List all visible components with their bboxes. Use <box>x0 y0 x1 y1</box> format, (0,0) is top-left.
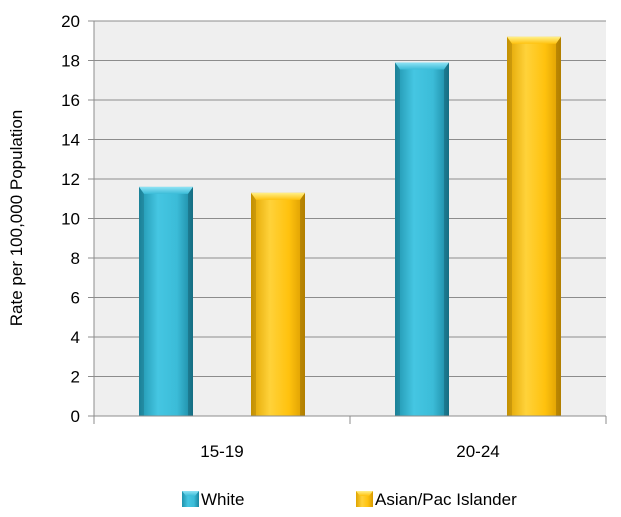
y-tick-label: 18 <box>61 52 80 71</box>
bar-body <box>139 186 193 416</box>
y-tick-label: 4 <box>71 328 80 347</box>
bar-asian-pac-islander-15-19 <box>251 192 305 416</box>
bar-body <box>395 62 449 416</box>
bar-bevel-left <box>251 192 256 416</box>
y-tick-label: 10 <box>61 210 80 229</box>
bar-bevel-top <box>507 36 561 44</box>
legend-swatch-bevel <box>182 491 199 496</box>
bars <box>139 36 561 417</box>
bar-bevel-right <box>556 36 561 417</box>
legend: White Asian/Pac Islander <box>182 490 517 509</box>
y-axis-label: Rate per 100,000 Population <box>7 110 26 326</box>
bar-white-20-24 <box>395 62 449 416</box>
bar-bevel-left <box>139 186 144 416</box>
y-tick-label: 8 <box>71 249 80 268</box>
axes <box>93 21 607 424</box>
x-tick-label: 20-24 <box>456 442 499 461</box>
bar-bevel-right <box>300 192 305 416</box>
bar-bevel-right <box>188 186 193 416</box>
legend-item-white: White <box>182 490 244 509</box>
y-tick-label: 2 <box>71 368 80 387</box>
y-tick-label: 16 <box>61 91 80 110</box>
y-tick-label: 20 <box>61 12 80 31</box>
bar-bevel-right <box>444 62 449 416</box>
bar-bevel-top <box>395 62 449 70</box>
y-tick-label: 6 <box>71 289 80 308</box>
y-tick-label: 14 <box>61 131 80 150</box>
legend-swatch-bevel <box>356 491 373 496</box>
bar-bevel-left <box>507 36 512 417</box>
x-tick-label: 15-19 <box>200 442 243 461</box>
bar-white-15-19 <box>139 186 193 416</box>
y-tick-label: 0 <box>71 407 80 426</box>
bar-bevel-top <box>139 186 193 194</box>
x-tick-labels: 15-19 20-24 <box>200 442 499 461</box>
bar-body <box>251 192 305 416</box>
y-tick-label: 12 <box>61 170 80 189</box>
legend-label: Asian/Pac Islander <box>375 490 517 509</box>
legend-label: White <box>201 490 244 509</box>
y-tick-labels: 0 2 4 6 8 10 12 14 16 18 20 <box>61 12 80 426</box>
bar-bevel-left <box>395 62 400 416</box>
legend-item-asian-pac-islander: Asian/Pac Islander <box>356 490 517 509</box>
bar-body <box>507 36 561 417</box>
bar-bevel-top <box>251 192 305 200</box>
bar-asian-pac-islander-20-24 <box>507 36 561 417</box>
